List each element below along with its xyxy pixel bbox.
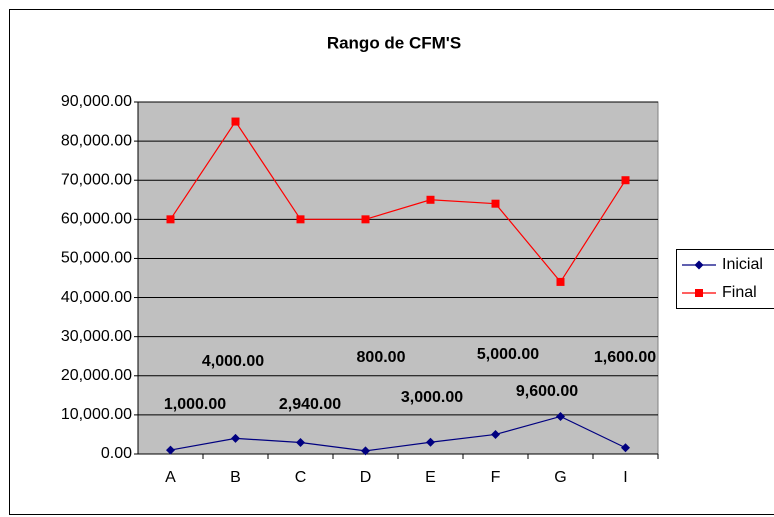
legend-label: Inicial <box>722 256 763 273</box>
x-tick-label: E <box>425 469 436 486</box>
data-label: 5,000.00 <box>477 346 539 363</box>
marker <box>296 438 305 448</box>
x-tick-label: F <box>491 469 501 486</box>
x-tick-label: A <box>165 469 176 486</box>
marker <box>361 446 370 456</box>
y-tick-label: 90,000.00 <box>61 93 132 110</box>
chart-title: Rango de CFM'S <box>327 33 461 52</box>
marker <box>296 215 305 224</box>
marker <box>426 195 435 204</box>
marker <box>231 117 240 126</box>
y-tick-label: 40,000.00 <box>61 289 132 306</box>
marker <box>491 429 500 439</box>
y-tick-label: 50,000.00 <box>61 250 132 267</box>
y-tick-label: 20,000.00 <box>61 367 132 384</box>
marker <box>231 433 240 443</box>
marker <box>491 199 500 208</box>
x-tick-label: I <box>623 469 627 486</box>
data-label: 4,000.00 <box>202 353 264 370</box>
marker <box>695 289 703 297</box>
data-label: 800.00 <box>357 349 406 366</box>
x-tick-label: G <box>554 469 566 486</box>
series-line <box>170 120 627 283</box>
y-tick-label: 70,000.00 <box>61 171 132 188</box>
data-label: 9,600.00 <box>516 383 578 400</box>
marker <box>556 277 565 286</box>
data-label: 2,940.00 <box>279 396 341 413</box>
legend-label: Final <box>722 284 757 301</box>
y-tick-label: 80,000.00 <box>61 132 132 149</box>
marker <box>166 215 175 224</box>
x-tick-label: D <box>360 469 372 486</box>
y-tick-label: 10,000.00 <box>61 406 132 423</box>
x-tick-label: B <box>230 469 241 486</box>
y-tick-label: 30,000.00 <box>61 328 132 345</box>
marker <box>166 445 175 455</box>
marker <box>361 215 370 224</box>
data-label: 1,600.00 <box>594 349 656 366</box>
y-tick-label: 0.00 <box>101 445 132 462</box>
marker <box>694 260 704 270</box>
data-label: 3,000.00 <box>401 389 463 406</box>
plot-area <box>137 101 659 455</box>
legend <box>676 249 774 309</box>
marker <box>426 437 435 447</box>
marker <box>556 411 565 421</box>
data-label: 1,000.00 <box>164 396 226 413</box>
marker <box>621 176 630 185</box>
series-line <box>170 415 626 452</box>
x-tick-label: C <box>295 469 307 486</box>
y-tick-label: 60,000.00 <box>61 211 132 228</box>
marker <box>621 443 630 453</box>
